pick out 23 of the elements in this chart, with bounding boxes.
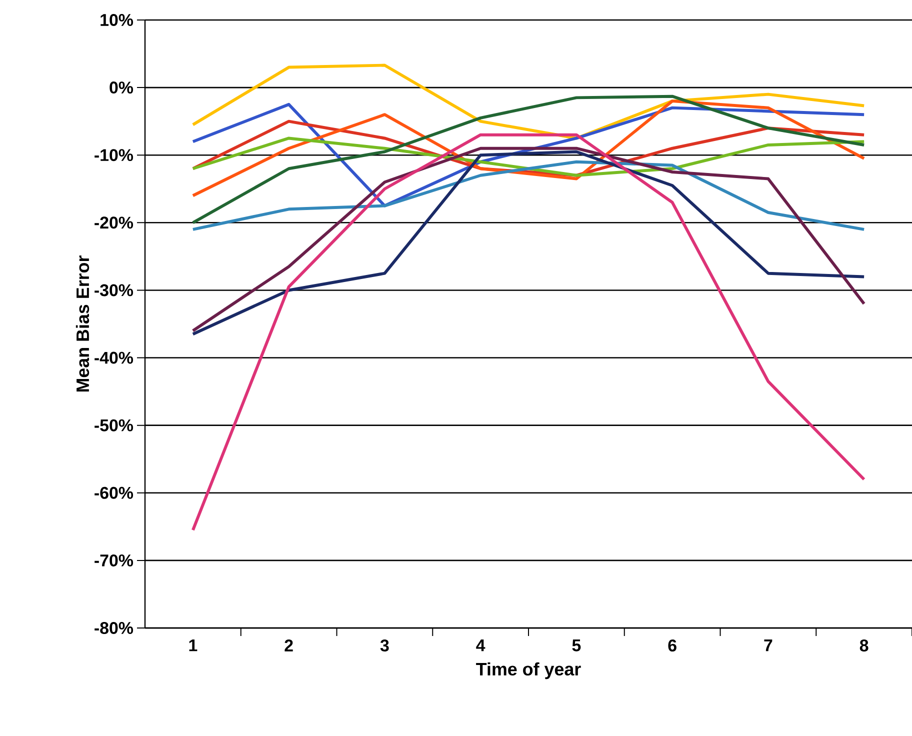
x-tick-label: 7 [764, 640, 772, 652]
y-tick-label: -40% [94, 352, 134, 364]
x-tick-label: 1 [189, 640, 198, 652]
x-tick-label: 6 [668, 640, 676, 652]
y-tick-label: -30% [94, 284, 134, 296]
x-tick-label: 4 [476, 640, 486, 652]
y-tick-label: -60% [94, 486, 134, 499]
x-tick-label: 2 [284, 640, 293, 652]
x-tick-label: 8 [860, 640, 868, 652]
y-tick-label: -20% [94, 216, 134, 229]
line-series [191, 160, 866, 231]
y-tick-label: -80% [94, 622, 134, 634]
x-tick-label: 5 [572, 640, 581, 652]
y-tick-label: 0% [110, 82, 134, 94]
x-tick-label: 3 [380, 640, 389, 652]
y-axis-title: Mean Bias Error [76, 256, 90, 392]
line-series [191, 94, 866, 224]
y-tick-label: -50% [94, 419, 134, 432]
x-axis-title: Time of year [476, 662, 581, 680]
y-tick-label: -70% [94, 554, 134, 566]
y-tick-label: -10% [94, 149, 134, 162]
y-tick-label: 10% [100, 14, 134, 26]
line-series [191, 133, 866, 532]
